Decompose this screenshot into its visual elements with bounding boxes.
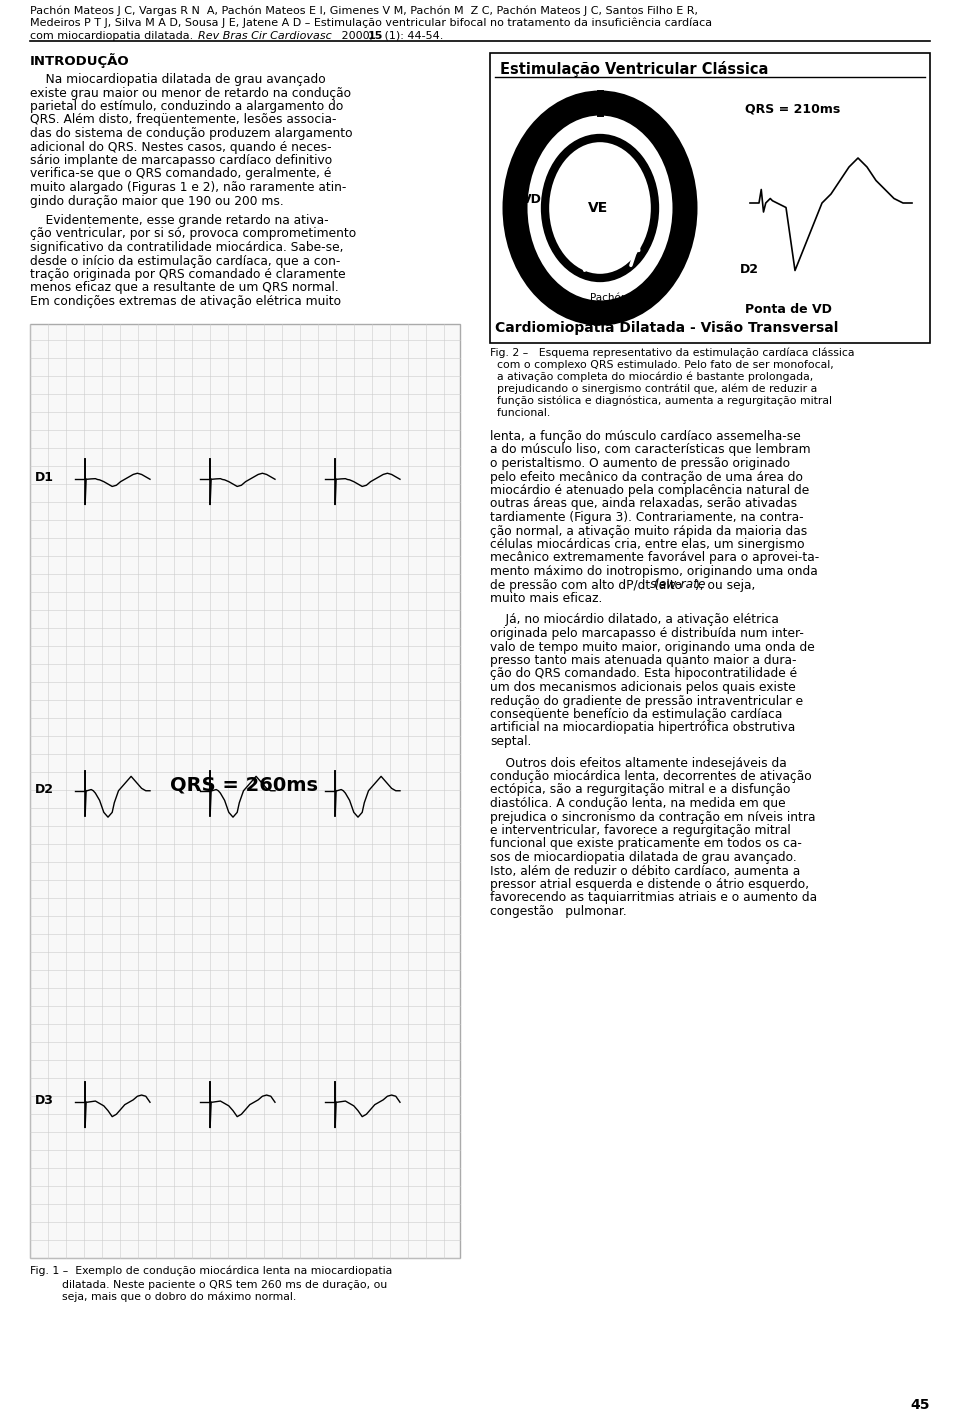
Text: seja, mais que o dobro do máximo normal.: seja, mais que o dobro do máximo normal.	[62, 1292, 297, 1302]
Text: mecânico extremamente favorável para o aprovei-ta-: mecânico extremamente favorável para o a…	[490, 552, 819, 565]
Text: a ativação completa do miocárdio é bastante prolongada,: a ativação completa do miocárdio é basta…	[490, 371, 813, 383]
Text: septal.: septal.	[490, 736, 532, 748]
Text: D3: D3	[35, 1094, 54, 1107]
Text: menos eficaz que a resultante de um QRS normal.: menos eficaz que a resultante de um QRS …	[30, 282, 339, 295]
Text: favorecendo as taquiarritmias atriais e o aumento da: favorecendo as taquiarritmias atriais e …	[490, 891, 817, 905]
Text: funcional que existe praticamente em todos os ca-: funcional que existe praticamente em tod…	[490, 838, 802, 851]
Text: Fig. 2 –   Esquema representativo da estimulação cardíaca clássica: Fig. 2 – Esquema representativo da estim…	[490, 349, 854, 359]
Text: com miocardiopatia dilatada.: com miocardiopatia dilatada.	[30, 31, 207, 41]
Text: condução miocárdica lenta, decorrentes de ativação: condução miocárdica lenta, decorrentes d…	[490, 770, 812, 783]
Text: ção do QRS comandado. Esta hipocontratilidade é: ção do QRS comandado. Esta hipocontratil…	[490, 667, 797, 680]
Text: ), ou seja,: ), ou seja,	[695, 579, 756, 592]
Text: valo de tempo muito maior, originando uma onda de: valo de tempo muito maior, originando um…	[490, 640, 815, 653]
Text: D1: D1	[35, 471, 54, 484]
Bar	[30, 323, 460, 1258]
Text: INTRODUÇÃO: INTRODUÇÃO	[30, 53, 130, 68]
Ellipse shape	[545, 138, 655, 277]
Text: Pachón Mateos J C, Vargas R N  A, Pachón Mateos E I, Gimenes V M, Pachón M  Z C,: Pachón Mateos J C, Vargas R N A, Pachón …	[30, 6, 698, 16]
Text: um dos mecanismos adicionais pelos quais existe: um dos mecanismos adicionais pelos quais…	[490, 682, 796, 694]
Bar	[490, 53, 930, 343]
Text: de pressão com alto dP/dt (alto: de pressão com alto dP/dt (alto	[490, 579, 690, 592]
Text: 2000;: 2000;	[338, 31, 376, 41]
Text: Em condições extremas de ativação elétrica muito: Em condições extremas de ativação elétri…	[30, 295, 341, 307]
Text: diastólica. A condução lenta, na medida em que: diastólica. A condução lenta, na medida …	[490, 797, 785, 810]
Ellipse shape	[515, 102, 685, 313]
Text: Evidentemente, esse grande retardo na ativa-: Evidentemente, esse grande retardo na at…	[30, 213, 328, 228]
Text: QRS = 260ms: QRS = 260ms	[170, 776, 318, 795]
Text: e interventricular, favorece a regurgitação mitral: e interventricular, favorece a regurgita…	[490, 824, 791, 837]
Text: tração originada por QRS comandado é claramente: tração originada por QRS comandado é cla…	[30, 268, 346, 280]
Text: Fig. 1 –  Exemplo de condução miocárdica lenta na miocardiopatia: Fig. 1 – Exemplo de condução miocárdica …	[30, 1266, 393, 1276]
Text: VE: VE	[588, 201, 609, 215]
Text: ção normal, a ativação muito rápida da maioria das: ção normal, a ativação muito rápida da m…	[490, 525, 807, 538]
Text: prejudicando o sinergismo contrátil que, além de reduzir a: prejudicando o sinergismo contrátil que,…	[490, 384, 817, 394]
Text: o peristaltismo. O aumento de pressão originado: o peristaltismo. O aumento de pressão or…	[490, 457, 790, 470]
Text: (1): 44-54.: (1): 44-54.	[381, 31, 444, 41]
Text: pressor atrial esquerda e distende o átrio esquerdo,: pressor atrial esquerda e distende o átr…	[490, 878, 809, 891]
Text: slew-rate: slew-rate	[650, 579, 707, 592]
Text: Rev Bras Cir Cardiovasc: Rev Bras Cir Cardiovasc	[198, 31, 332, 41]
Text: 45: 45	[910, 1397, 930, 1412]
Text: congestão   pulmonar.: congestão pulmonar.	[490, 905, 627, 918]
Text: prejudica o sincronismo da contração em níveis intra: prejudica o sincronismo da contração em …	[490, 811, 815, 824]
Text: significativo da contratilidade miocárdica. Sabe-se,: significativo da contratilidade miocárdi…	[30, 240, 344, 253]
Text: dilatada. Neste paciente o QRS tem 260 ms de duração, ou: dilatada. Neste paciente o QRS tem 260 m…	[62, 1281, 387, 1291]
Text: Isto, além de reduzir o débito cardíaco, aumenta a: Isto, além de reduzir o débito cardíaco,…	[490, 865, 801, 878]
Text: existe grau maior ou menor de retardo na condução: existe grau maior ou menor de retardo na…	[30, 87, 351, 100]
Text: VD: VD	[522, 194, 541, 206]
Text: D2: D2	[740, 263, 759, 276]
Text: originada pelo marcapasso é distribuída num inter-: originada pelo marcapasso é distribuída …	[490, 628, 804, 640]
Text: QRS. Além disto, freqüentemente, lesões associa-: QRS. Além disto, freqüentemente, lesões …	[30, 114, 337, 127]
Text: miocárdio é atenuado pela complacência natural de: miocárdio é atenuado pela complacência n…	[490, 484, 809, 497]
Text: Na miocardiopatia dilatada de grau avançado: Na miocardiopatia dilatada de grau avanç…	[30, 73, 325, 85]
Text: 15: 15	[368, 31, 383, 41]
Text: Medeiros P T J, Silva M A D, Sousa J E, Jatene A D – Estimulação ventricular bif: Medeiros P T J, Silva M A D, Sousa J E, …	[30, 18, 712, 28]
Text: Cardiomiopatia Dilatada - Visão Transversal: Cardiomiopatia Dilatada - Visão Transver…	[495, 322, 838, 334]
Text: Estimulação Ventricular Clássica: Estimulação Ventricular Clássica	[500, 61, 768, 77]
Text: funcional.: funcional.	[490, 408, 550, 418]
Text: função sistólica e diagnóstica, aumenta a regurgitação mitral: função sistólica e diagnóstica, aumenta …	[490, 396, 832, 407]
Text: presso tanto mais atenuada quanto maior a dura-: presso tanto mais atenuada quanto maior …	[490, 655, 797, 667]
Text: redução do gradiente de pressão intraventricular e: redução do gradiente de pressão intraven…	[490, 694, 804, 707]
Text: verifica-se que o QRS comandado, geralmente, é: verifica-se que o QRS comandado, geralme…	[30, 168, 331, 181]
Text: células miocárdicas cria, entre elas, um sinergismo: células miocárdicas cria, entre elas, um…	[490, 538, 804, 551]
Text: ectópica, são a regurgitação mitral e a disfunção: ectópica, são a regurgitação mitral e a …	[490, 784, 790, 797]
Text: QRS = 210ms: QRS = 210ms	[745, 102, 840, 117]
Text: desde o início da estimulação cardíaca, que a con-: desde o início da estimulação cardíaca, …	[30, 255, 341, 268]
Text: Já, no miocárdio dilatado, a ativação elétrica: Já, no miocárdio dilatado, a ativação el…	[490, 613, 779, 626]
Text: outras áreas que, ainda relaxadas, serão ativadas: outras áreas que, ainda relaxadas, serão…	[490, 498, 797, 511]
Text: sos de miocardiopatia dilatada de grau avançado.: sos de miocardiopatia dilatada de grau a…	[490, 851, 797, 864]
Text: das do sistema de condução produzem alargamento: das do sistema de condução produzem alar…	[30, 127, 352, 139]
Text: adicional do QRS. Nestes casos, quando é neces-: adicional do QRS. Nestes casos, quando é…	[30, 141, 331, 154]
Text: conseqüente benefício da estimulação cardíaca: conseqüente benefício da estimulação car…	[490, 709, 782, 721]
Text: muito alargado (Figuras 1 e 2), não raramente atin-: muito alargado (Figuras 1 e 2), não rara…	[30, 181, 347, 194]
Text: a do músculo liso, com características que lembram: a do músculo liso, com características q…	[490, 444, 810, 457]
Text: D2: D2	[35, 783, 54, 795]
Text: artificial na miocardiopatia hipertrófica obstrutiva: artificial na miocardiopatia hipertrófic…	[490, 721, 795, 734]
Text: parietal do estímulo, conduzindo a alargamento do: parietal do estímulo, conduzindo a alarg…	[30, 100, 344, 112]
Text: pelo efeito mecânico da contração de uma área do: pelo efeito mecânico da contração de uma…	[490, 471, 803, 484]
Text: gindo duração maior que 190 ou 200 ms.: gindo duração maior que 190 ou 200 ms.	[30, 195, 284, 208]
Text: Ponta de VD: Ponta de VD	[745, 303, 832, 316]
Text: mento máximo do inotropismo, originando uma onda: mento máximo do inotropismo, originando …	[490, 565, 818, 578]
Text: sário implante de marcapasso cardíaco definitivo: sário implante de marcapasso cardíaco de…	[30, 154, 332, 166]
Text: Pachón: Pachón	[590, 293, 628, 303]
Text: Outros dois efeitos altamente indesejáveis da: Outros dois efeitos altamente indesejáve…	[490, 757, 787, 770]
Text: ção ventricular, por si só, provoca comprometimento: ção ventricular, por si só, provoca comp…	[30, 228, 356, 240]
Text: com o complexo QRS estimulado. Pelo fato de ser monofocal,: com o complexo QRS estimulado. Pelo fato…	[490, 360, 833, 370]
Text: tardiamente (Figura 3). Contrariamente, na contra-: tardiamente (Figura 3). Contrariamente, …	[490, 511, 804, 524]
Text: lenta, a função do músculo cardíaco assemelha-se: lenta, a função do músculo cardíaco asse…	[490, 430, 801, 443]
Text: muito mais eficaz.: muito mais eficaz.	[490, 592, 602, 605]
